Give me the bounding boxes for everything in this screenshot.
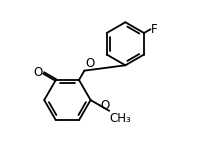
- Text: O: O: [85, 57, 94, 70]
- Text: O: O: [100, 99, 110, 112]
- Text: O: O: [34, 66, 43, 79]
- Text: F: F: [151, 23, 158, 36]
- Text: CH₃: CH₃: [110, 112, 131, 125]
